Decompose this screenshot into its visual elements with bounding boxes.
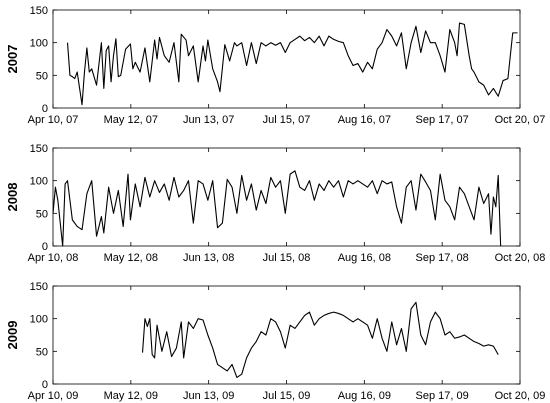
- x-tick-label: Oct 20, 08: [495, 252, 546, 264]
- x-tick-label: Jul 15, 09: [263, 390, 311, 402]
- y-tick-label: 100: [30, 314, 48, 326]
- x-tick-label: Aug 16, 08: [338, 252, 391, 264]
- x-tick-label: Apr 10, 08: [28, 252, 79, 264]
- y-tick-label: 50: [36, 70, 48, 82]
- plot-frame: [52, 9, 521, 109]
- x-tick-label: May 12, 07: [104, 114, 158, 126]
- x-tick-label: Oct 20, 07: [495, 114, 546, 126]
- panel-2008: 0 50 100 150 Apr 10, 08 May 12, 08 Jun 13, 08 J…: [5, 143, 545, 264]
- y-tick-label: 150: [30, 5, 48, 17]
- x-tick-label: Sep 17, 08: [416, 252, 469, 264]
- series-line-2008: [52, 170, 502, 247]
- plot-frame: [52, 285, 521, 385]
- x-tick-label: Oct 20, 09: [495, 390, 546, 402]
- x-tick-label: May 12, 09: [104, 390, 158, 402]
- panel-2009: 0 50 100 150 Apr 10, 09 May 12, 09 Jun 13, 09 J…: [5, 281, 545, 402]
- x-tick-label: Jul 15, 08: [263, 252, 311, 264]
- x-tick-label: Aug 16, 09: [338, 390, 391, 402]
- y-axis-label: 2009: [5, 321, 20, 350]
- y-tick-label: 100: [30, 176, 48, 188]
- series-line-2007: [66, 22, 518, 106]
- plot-frame: [52, 147, 521, 247]
- x-tick-label: Apr 10, 07: [28, 114, 79, 126]
- y-tick-label: 150: [30, 281, 48, 293]
- y-tick-label: 0: [42, 241, 48, 253]
- x-tick-label: Sep 17, 09: [416, 390, 469, 402]
- y-tick-label: 0: [42, 103, 48, 115]
- y-tick-label: 50: [36, 346, 48, 358]
- x-tick-label: Jun 13, 08: [183, 252, 234, 264]
- y-tick-label: 0: [42, 379, 48, 391]
- y-axis-label: 2007: [5, 45, 20, 74]
- x-tick-label: Jun 13, 07: [183, 114, 234, 126]
- x-tick-label: Jun 13, 09: [183, 390, 234, 402]
- y-tick-label: 100: [30, 38, 48, 50]
- panels: 0 50 100 150 Apr 10, 07 May 12, 07 Jun 13, 07 J…: [5, 5, 545, 402]
- x-tick-label: Apr 10, 09: [28, 390, 79, 402]
- x-tick-label: Jul 15, 07: [263, 114, 311, 126]
- y-axis-label: 2008: [5, 183, 20, 212]
- x-tick-label: May 12, 08: [104, 252, 158, 264]
- series-line-2009: [141, 301, 499, 379]
- x-tick-label: Sep 17, 07: [416, 114, 469, 126]
- panel-2007: 0 50 100 150 Apr 10, 07 May 12, 07 Jun 13, 07 J…: [5, 5, 545, 126]
- x-tick-label: Aug 16, 07: [338, 114, 391, 126]
- y-tick-label: 50: [36, 208, 48, 220]
- y-tick-label: 150: [30, 143, 48, 155]
